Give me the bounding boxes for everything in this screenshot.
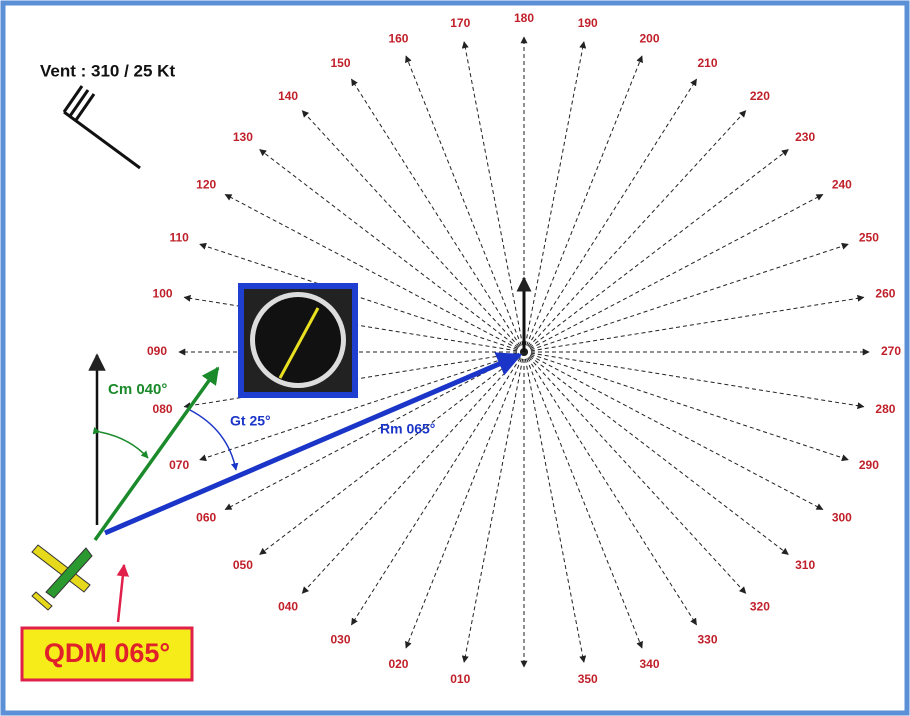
radial-line xyxy=(301,351,525,594)
bearing-label: 220 xyxy=(750,89,770,103)
bearing-label: 140 xyxy=(278,89,298,103)
bearing-label: 120 xyxy=(196,178,216,192)
bearing-label: 150 xyxy=(330,56,350,70)
bearing-label: 080 xyxy=(153,402,173,416)
bearing-label: 230 xyxy=(795,130,815,144)
bearing-label: 190 xyxy=(578,16,598,30)
radial-line xyxy=(523,110,747,353)
airplane xyxy=(31,544,93,611)
route-label: Rm 065° xyxy=(380,421,435,437)
bearing-label: 200 xyxy=(640,31,660,45)
bearing-label: 030 xyxy=(330,633,350,647)
bearing-label: 310 xyxy=(795,558,815,572)
radial-line xyxy=(523,194,824,353)
bearing-label: 340 xyxy=(640,657,660,671)
bearing-label: 070 xyxy=(169,458,189,472)
bearing-label: 330 xyxy=(697,633,717,647)
radial-line xyxy=(224,194,525,353)
bearing-label: 110 xyxy=(169,230,189,244)
radial-line xyxy=(523,351,697,626)
radial-line xyxy=(461,41,525,353)
bearing-label: 060 xyxy=(196,511,216,525)
heading-line xyxy=(93,366,220,542)
wind-barb xyxy=(62,85,141,170)
bearing-label: 290 xyxy=(859,458,879,472)
radial-line xyxy=(523,351,587,663)
radial-line xyxy=(523,351,824,510)
bearing-label: 350 xyxy=(578,672,598,686)
radial-line xyxy=(183,351,525,410)
radial-line xyxy=(461,351,525,663)
bearing-label: 270 xyxy=(881,344,901,358)
radial-line xyxy=(351,351,525,626)
bearing-label: 320 xyxy=(750,599,770,613)
bearing-label: 090 xyxy=(147,344,167,358)
instrument xyxy=(238,283,358,398)
radial-line xyxy=(351,78,525,353)
radial-line xyxy=(199,242,525,353)
qdm-arrow xyxy=(116,563,130,623)
drift-arc xyxy=(189,409,239,471)
radial-line xyxy=(301,110,525,353)
radial-line xyxy=(199,351,525,462)
bearing-label: 210 xyxy=(697,56,717,70)
radial-line xyxy=(523,351,865,410)
bearing-label: 260 xyxy=(875,286,895,300)
bearing-label: 180 xyxy=(514,11,534,25)
radial-line xyxy=(523,294,865,353)
bearing-label: 020 xyxy=(388,657,408,671)
bearing-label: 170 xyxy=(450,16,470,30)
bearing-label: 130 xyxy=(233,130,253,144)
course-label: Cm 040° xyxy=(108,381,167,398)
bearing-label: 280 xyxy=(875,402,895,416)
route-line xyxy=(104,352,523,536)
qdm-box xyxy=(20,626,194,682)
course-arc xyxy=(92,426,149,459)
compass-rose: 010 020 030 040 050 060 070 080 090 100 110 120 130 1… xyxy=(147,11,901,686)
qdm-label: QDM 065° xyxy=(44,638,170,668)
bearing-label: 050 xyxy=(233,558,253,572)
radial-line xyxy=(183,294,525,353)
radial-line xyxy=(523,78,697,353)
bearing-label: 160 xyxy=(388,31,408,45)
bearing-label: 040 xyxy=(278,599,298,613)
wind-label: Vent : 310 / 25 Kt xyxy=(40,61,175,80)
bearing-label: 240 xyxy=(832,178,852,192)
bearing-label: 010 xyxy=(450,672,470,686)
drift-label: Gt 25° xyxy=(230,413,271,429)
bearing-label: 250 xyxy=(859,230,879,244)
bearing-label: 100 xyxy=(153,286,173,300)
radial-line xyxy=(224,351,525,510)
radial-line xyxy=(523,351,849,462)
radial-line xyxy=(523,242,849,353)
radial-line xyxy=(523,351,747,594)
radial-line xyxy=(523,41,587,353)
bearing-label: 300 xyxy=(832,511,852,525)
